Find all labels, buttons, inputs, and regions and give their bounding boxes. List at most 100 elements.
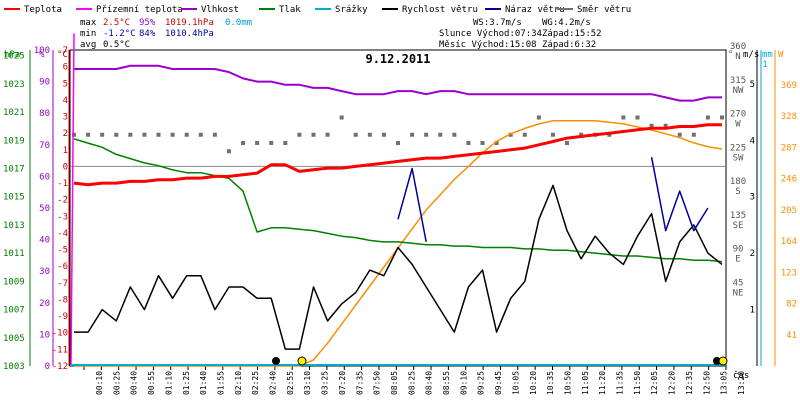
degc-tick: -3 [57, 212, 68, 222]
wind-dir-mark [311, 132, 316, 137]
legend-label: Tlak [279, 5, 301, 15]
humidity-line [74, 64, 722, 102]
stat-min-label: min [80, 29, 96, 39]
sol-tick: 82 [786, 300, 797, 310]
stat-min-hum: 84% [139, 29, 156, 39]
axis-label-dir: ° [728, 50, 733, 60]
wind-dir-mark [536, 115, 541, 120]
wind-dir-mark [649, 123, 654, 128]
wind-dir-mark [452, 132, 457, 137]
stat-max-press: 1019.1hPa [165, 18, 214, 28]
dir-name: SE [733, 221, 744, 231]
stat-min-press: 1010.4hPa [165, 29, 214, 39]
hpa-tick: 1017 [3, 165, 25, 175]
wind-dir-mark [269, 141, 274, 145]
x-tick-label: 07:20 [338, 371, 347, 395]
wind-dir-mark [480, 141, 485, 145]
degc-tick: 4 [63, 96, 68, 106]
wind-dir-mark [438, 132, 443, 137]
axis-label-sol: W [778, 50, 784, 60]
stat-max-hum: 95% [139, 18, 156, 28]
degc-tick: 7 [63, 46, 68, 56]
x-tick-label: 08:05 [390, 371, 399, 395]
sun-marker [297, 356, 307, 366]
wind-dir-mark [128, 132, 133, 137]
dir-tick: 180 [730, 177, 746, 187]
degc-tick: -10 [52, 329, 68, 339]
wind-dir-mark [579, 132, 584, 137]
wind-tick: 2 [750, 249, 755, 259]
dir-name: E [735, 255, 740, 265]
wind-dir-mark [621, 115, 626, 120]
sol-tick: 41 [786, 331, 797, 341]
wind-dir-mark [396, 141, 400, 145]
axis-label-degc: °C [57, 50, 68, 60]
x-tick-label: 12:35 [685, 371, 694, 395]
pct-tick: 50 [39, 204, 50, 214]
dir-tick: 45 [733, 278, 744, 288]
stat-min-temp: -1.2°C [103, 29, 136, 39]
degc-tick: -4 [57, 229, 68, 239]
degc-tick: -7 [57, 279, 68, 289]
hpa-tick: 1003 [3, 362, 25, 372]
hpa-tick: 1005 [3, 334, 25, 344]
wind-dir-mark [550, 132, 555, 137]
wind-dir-mark [663, 123, 668, 128]
x-tick-label: 01:40 [199, 371, 208, 395]
x-tick-label: 03:10 [303, 371, 312, 395]
legend-label: Přízemní teplota [96, 5, 183, 15]
x-tick-label: 01:55 [216, 371, 225, 395]
wind-dir-mark [156, 132, 161, 137]
wind-gust-line [397, 157, 709, 243]
dir-tick: 135 [730, 211, 746, 221]
wind-dir-mark [367, 132, 372, 137]
wind-dir-mark [198, 132, 203, 137]
wind-tick: 1 [750, 306, 755, 316]
sol-tick: 328 [781, 112, 797, 122]
dir-name: NW [733, 86, 744, 96]
wind-dir-mark [635, 115, 640, 120]
plot-area [69, 49, 727, 367]
pct-tick: 40 [39, 236, 50, 246]
wind-dir-mark [283, 141, 288, 145]
wind-dir-mark [720, 115, 724, 120]
degc-tick: -9 [57, 312, 68, 322]
x-tick-label: 07:35 [355, 371, 364, 395]
wind-dir-mark [466, 141, 471, 145]
pct-tick: 60 [39, 172, 50, 182]
axis-label-x: čas [733, 370, 749, 381]
sol-tick: 164 [781, 237, 797, 247]
wind-dir-mark [241, 141, 246, 145]
temperature-line [73, 123, 722, 187]
degc-tick: -5 [57, 246, 68, 256]
degc-tick: -11 [52, 345, 68, 355]
axis-label-rain: mm [762, 50, 773, 60]
x-tick-label: 00:25 [112, 371, 121, 395]
x-tick-label: 09:25 [477, 371, 486, 395]
pct-tick: 0 [45, 362, 50, 372]
wind-dir-mark [691, 132, 696, 137]
degc-tick: -1 [57, 179, 68, 189]
info-wg: WG:4.2m/s [542, 18, 591, 28]
x-tick-label: 10:05 [511, 371, 520, 395]
x-tick-label: 13:05 [720, 371, 729, 395]
x-tick-label: 12:05 [650, 371, 659, 395]
degc-tick: -12 [52, 362, 68, 372]
solar-line [74, 120, 723, 367]
dir-name: N [735, 52, 740, 62]
x-tick-label: 00:55 [147, 371, 156, 395]
pct-tick: 100 [34, 46, 50, 56]
wind-dir-mark [508, 132, 513, 137]
x-tick-label: 12:50 [702, 371, 711, 395]
pct-tick: 30 [39, 267, 50, 277]
degc-tick: 5 [63, 79, 68, 89]
dir-name: S [735, 187, 740, 197]
x-tick-label: 01:10 [164, 371, 173, 395]
stat-max-temp: 2.5°C [103, 18, 130, 28]
stat-avg-label: avg [80, 40, 96, 50]
pct-tick: 80 [39, 109, 50, 119]
x-tick-label: 01:25 [182, 371, 191, 395]
wind-dir-mark [114, 132, 119, 137]
